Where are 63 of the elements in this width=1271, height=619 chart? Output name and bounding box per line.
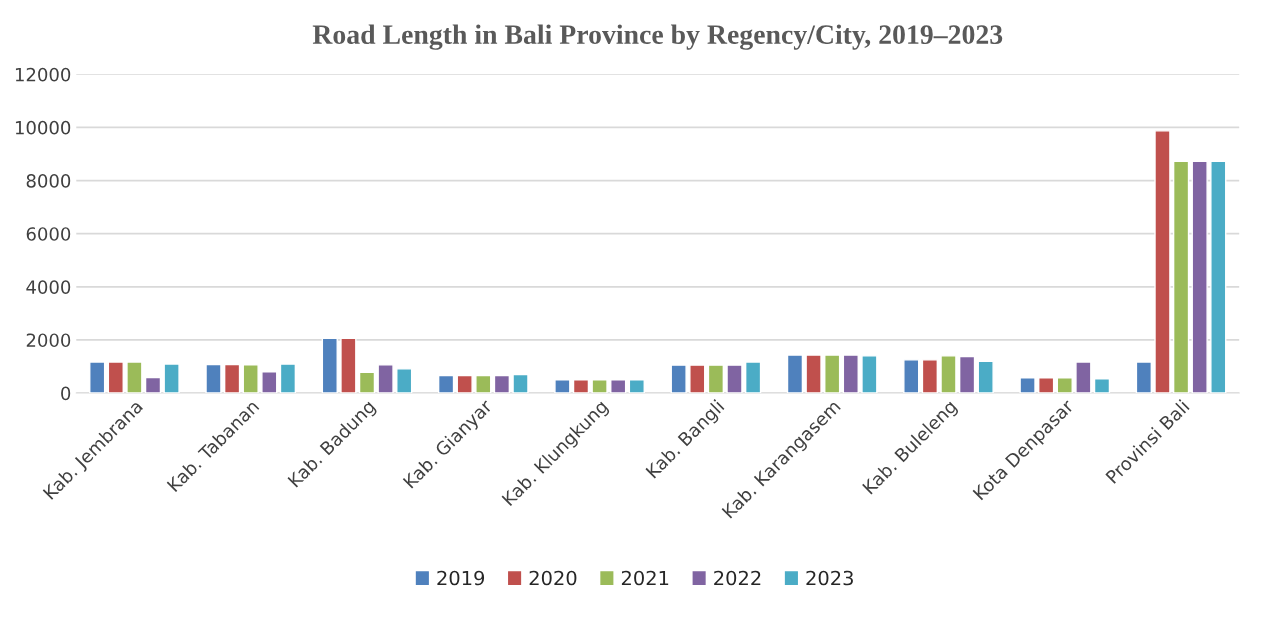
bar [456, 374, 473, 394]
bar [1075, 361, 1092, 394]
bar [279, 363, 297, 394]
bar [144, 376, 162, 394]
bar [223, 363, 241, 394]
bar [707, 364, 725, 394]
bar [512, 373, 529, 394]
bar [437, 374, 455, 394]
bar [340, 337, 357, 394]
bar [805, 354, 822, 394]
bar [321, 337, 338, 394]
bar [1019, 377, 1036, 394]
y-tick-label: 4000 [26, 280, 71, 294]
bar [163, 363, 180, 394]
bar [610, 379, 627, 394]
bar [726, 364, 743, 394]
bar [628, 379, 645, 394]
bar [358, 371, 376, 394]
y-tick-label: 0 [61, 386, 71, 401]
bar [261, 371, 278, 394]
bar [205, 363, 222, 394]
bar [940, 355, 957, 394]
bar [824, 354, 841, 394]
legend-label: 2023 [806, 570, 853, 586]
bar [689, 364, 706, 394]
legend-label: 2019 [437, 570, 485, 586]
bar [903, 359, 920, 394]
bar [475, 374, 492, 394]
bar [958, 355, 976, 394]
bar [842, 354, 859, 394]
bar [1172, 160, 1190, 394]
legend-label: 2021 [621, 570, 669, 586]
bar [1056, 377, 1073, 394]
bar [242, 364, 259, 394]
y-tick-label: 10000 [15, 120, 71, 135]
bar [861, 355, 878, 394]
bar [921, 359, 939, 394]
bar [1210, 160, 1227, 394]
y-tick-label: 12000 [15, 67, 71, 82]
bar [744, 361, 762, 394]
bar [786, 354, 804, 394]
legend-label: 2022 [714, 570, 761, 586]
bar [107, 361, 124, 394]
bar [89, 361, 106, 394]
legend-label: 2020 [529, 570, 577, 586]
bar [1038, 377, 1055, 394]
bar [1135, 361, 1152, 394]
bar [1093, 378, 1111, 394]
bar [572, 379, 590, 394]
bar [126, 361, 143, 394]
bar [591, 379, 608, 394]
bar [396, 368, 413, 394]
bar [977, 360, 994, 394]
y-tick-label: 2000 [26, 333, 71, 348]
bar [670, 364, 687, 394]
bar [377, 364, 394, 394]
y-tick-label: 6000 [26, 227, 71, 241]
bar [1191, 160, 1208, 394]
bar [493, 374, 511, 394]
bar [1154, 130, 1171, 394]
chart-title: Road Length in Bali Province by Regency/City, 2019–2023 [312, 24, 1003, 50]
y-tick-label: 8000 [26, 174, 71, 188]
bar [554, 379, 571, 394]
